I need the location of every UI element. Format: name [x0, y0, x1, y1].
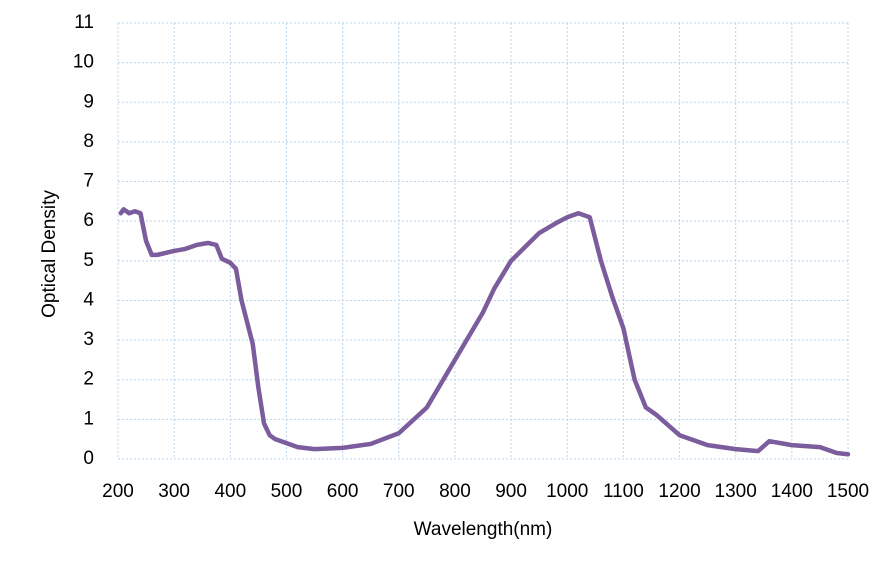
y-axis-label: Optical Density — [39, 190, 60, 318]
y-tick-label: 1 — [83, 408, 94, 429]
x-tick-label: 900 — [495, 481, 527, 502]
x-axis-label: Wavelength(nm) — [414, 519, 553, 540]
x-tick-label: 1400 — [771, 481, 813, 502]
x-tick-label: 600 — [327, 481, 359, 502]
x-tick-label: 500 — [271, 481, 303, 502]
x-tick-label: 700 — [383, 481, 415, 502]
y-tick-label: 7 — [83, 171, 94, 192]
x-tick-label: 200 — [102, 481, 134, 502]
x-tick-label: 1200 — [658, 481, 700, 502]
y-tick-label: 11 — [74, 12, 94, 33]
x-tick-label: 300 — [158, 481, 190, 502]
y-tick-label: 9 — [83, 91, 94, 112]
y-tick-label: 8 — [83, 131, 94, 152]
y-tick-label: 3 — [83, 329, 94, 350]
x-tick-label: 1500 — [827, 481, 869, 502]
y-tick-label: 0 — [83, 448, 94, 469]
y-tick-label: 6 — [83, 210, 94, 231]
y-tick-label: 2 — [83, 369, 94, 390]
x-tick-label: 1300 — [715, 481, 757, 502]
y-tick-label: 4 — [83, 289, 94, 310]
x-tick-label: 800 — [439, 481, 471, 502]
x-tick-label: 1100 — [603, 481, 644, 502]
data-line — [118, 207, 851, 457]
y-tick-label: 5 — [83, 250, 94, 271]
x-tick-label: 400 — [214, 481, 246, 502]
y-tick-label: 10 — [73, 52, 94, 73]
x-tick-label: 1000 — [546, 481, 588, 502]
